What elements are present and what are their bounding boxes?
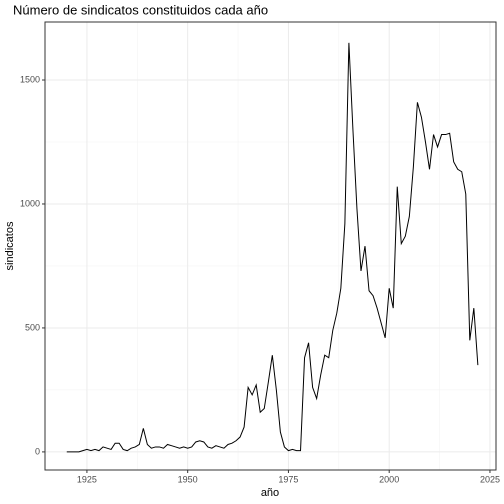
x-tick-label: 1950 [178,474,198,484]
y-tick-label: 1000 [20,198,40,208]
x-tick-label: 2025 [480,474,500,484]
y-tick-label: 500 [25,322,40,332]
line [66,42,479,453]
x-axis-label: año [261,487,279,499]
y-tick-label: 0 [35,446,40,456]
y-axis-label: sindicatos [4,221,16,270]
panel-border [44,21,497,471]
chart-title: Número de sindicatos constituidos cada a… [13,2,268,17]
x-tick-label: 1975 [278,474,298,484]
x-tick-label: 1925 [77,474,97,484]
x-tick-label: 2000 [379,474,399,484]
y-tick-label: 1500 [20,74,40,84]
